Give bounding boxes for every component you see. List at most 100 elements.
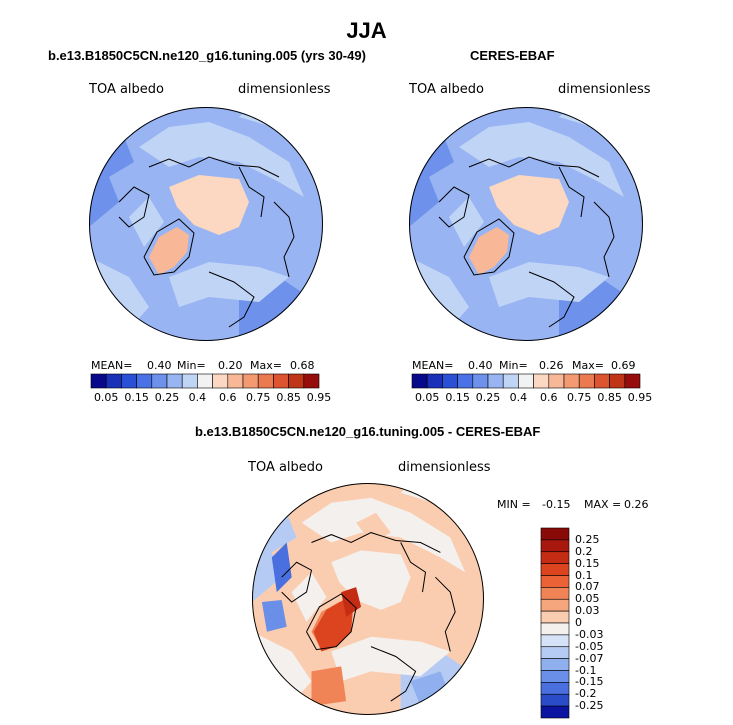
map-field (252, 483, 484, 715)
colorbar-tick-label: -0.07 (575, 651, 604, 665)
colorbar-box (442, 373, 458, 389)
field-patch (139, 122, 304, 197)
colorbar-box (288, 373, 305, 389)
colorbar-box (411, 373, 428, 389)
coastline (438, 186, 470, 228)
map-field (89, 107, 323, 341)
panel3-left-label: TOA albedo (248, 460, 324, 475)
colorbar-box (578, 373, 595, 389)
panel3-polar-map (252, 483, 484, 715)
panel1-max-value: 0.68 (290, 359, 315, 372)
colorbar-tick-label: 0.2 (575, 544, 593, 558)
colorbar-tick-label: 0.6 (540, 391, 558, 404)
colorbar-tick-label: 0.4 (509, 391, 528, 404)
colorbar-tick-label: 0.85 (597, 391, 622, 404)
panel3-max-value: 0.26 (624, 498, 649, 511)
colorbar-tick-label: 0.95 (306, 391, 332, 404)
coastline (435, 576, 456, 652)
colorbar-box (212, 373, 229, 389)
colorbar-box (181, 373, 198, 389)
map-field (409, 107, 643, 341)
panel1-colorbar (90, 373, 320, 389)
field-patch (489, 262, 609, 307)
panel1-min-value: 0.20 (218, 359, 243, 372)
colorbar-box (166, 373, 183, 389)
colorbar-tick-label: -0.25 (575, 699, 604, 713)
positive-patch (311, 666, 347, 707)
panel3-min-label: MIN = (497, 498, 531, 511)
panel2-min-label: Min= (499, 359, 528, 372)
negative-patch (261, 600, 287, 632)
panel1-title: b.e13.B1850C5CN.ne120_g16.tuning.005 (yr… (48, 48, 366, 63)
panel2-right-label: dimensionless (558, 82, 651, 97)
panel2-left-label: TOA albedo (409, 82, 485, 97)
coastline (463, 218, 515, 276)
colorbar-box (540, 693, 570, 707)
coastline (311, 532, 441, 553)
field-patch (291, 572, 327, 622)
coastline (468, 156, 600, 178)
colorbar-box (540, 622, 570, 636)
colorbar-tick-label: 0.25 (154, 391, 180, 404)
coastline (528, 271, 575, 328)
colorbar-tick-label: 0.15 (445, 391, 470, 404)
colorbar-box (457, 373, 474, 389)
colorbar-tick-label: 0.03 (575, 604, 600, 618)
coastline (306, 593, 357, 651)
colorbar-tick-label: 0.07 (575, 580, 600, 594)
panel1-min-label: Min= (177, 359, 206, 372)
colorbar-tick-label: 0.85 (276, 391, 301, 404)
colorbar-box (563, 373, 580, 389)
panel3-title: b.e13.B1850C5CN.ne120_g16.tuning.005 - C… (195, 424, 541, 439)
panel3-colorbar-ticks: 0.25 0.2 0.15 0.1 0.07 0.05 0.03 0 -0.03 -0.05 -0.… (575, 528, 635, 718)
coastline (273, 201, 295, 278)
colorbar-box (540, 705, 570, 719)
colorbar-box (242, 373, 259, 389)
figure-title: JJA (346, 18, 387, 43)
panel1-right-label: dimensionless (238, 82, 331, 97)
colorbar-box (426, 373, 443, 389)
positive-patch (356, 512, 391, 543)
field-patch (449, 197, 484, 247)
colorbar-tick-label: 0.4 (188, 391, 207, 404)
coastline (148, 156, 280, 178)
colorbar-tick-label: 0.25 (575, 532, 600, 546)
colorbar-box (624, 373, 641, 389)
colorbar-tick-label: -0.03 (575, 627, 604, 641)
colorbar-box (502, 373, 519, 389)
greenland-field (149, 227, 189, 275)
panel2-title: CERES-EBAF (470, 48, 555, 63)
colorbar-box (609, 373, 626, 389)
colorbar-tick-label: -0.15 (575, 675, 604, 689)
panel1-mean-value: 0.40 (147, 359, 172, 372)
colorbar-box (197, 373, 213, 389)
arctic-ice-field (331, 550, 411, 610)
panel3-colorbar (540, 527, 570, 719)
panel1-left-label: TOA albedo (89, 82, 165, 97)
colorbar-box (227, 373, 244, 389)
colorbar-box (105, 373, 122, 389)
colorbar-tick-label: 0.1 (575, 568, 593, 582)
panel3-right-label: dimensionless (398, 460, 491, 475)
field-patch (331, 636, 451, 682)
colorbar-box (540, 670, 570, 683)
panel2-mean-label: MEAN= (412, 359, 454, 372)
map-border (89, 107, 323, 341)
colorbar-box (487, 373, 504, 389)
colorbar-box (472, 373, 489, 389)
panel1-polar-map (89, 107, 323, 341)
colorbar-box (518, 373, 534, 389)
colorbar-tick-label: 0.05 (93, 391, 119, 404)
colorbar-tick-label: -0.05 (575, 639, 604, 653)
panel2-max-label: Max= (572, 359, 604, 372)
colorbar-box (540, 551, 570, 564)
colorbar-box (540, 539, 570, 553)
colorbar-tick-label: 0.15 (124, 391, 149, 404)
colorbar-box (303, 373, 320, 389)
panel1-colorbar-ticks: 0.05 0.15 0.25 0.4 0.6 0.75 0.85 0.95 (0, 391, 733, 405)
negative-patch (271, 542, 292, 593)
greenland-diff (313, 600, 354, 652)
colorbar-box (540, 563, 570, 576)
greenland-field (469, 227, 509, 275)
panel1-max-label: Max= (250, 359, 282, 372)
